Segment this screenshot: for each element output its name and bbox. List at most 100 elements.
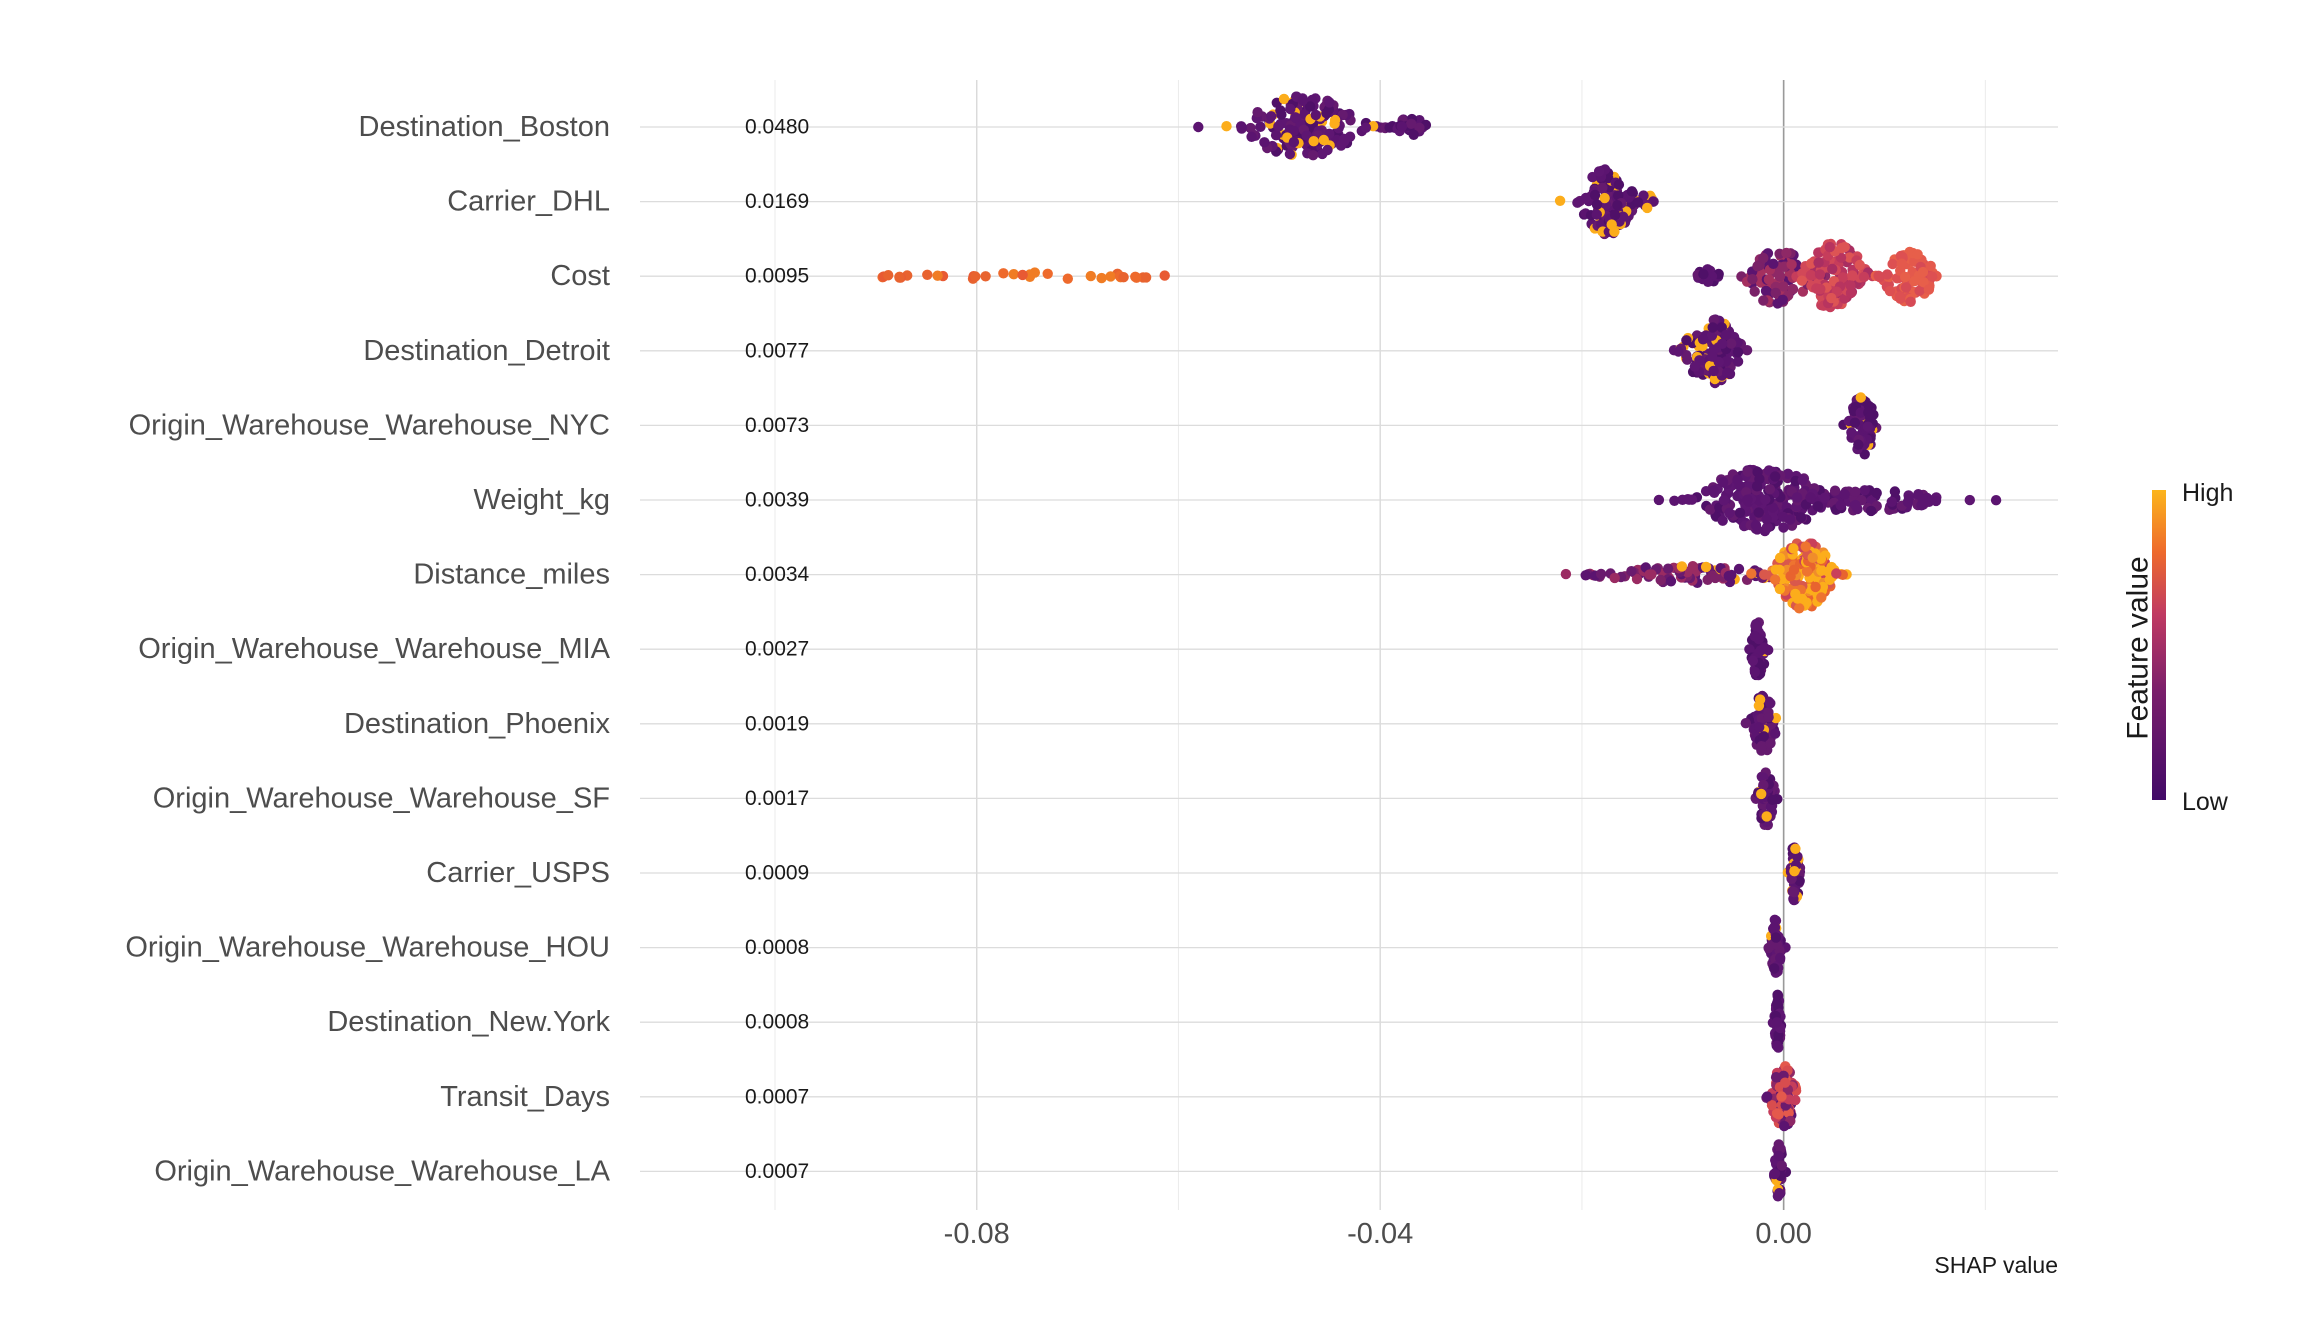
shap-point xyxy=(1744,644,1755,655)
shap-point xyxy=(1807,552,1818,563)
legend-title: Feature value xyxy=(2122,556,2155,739)
shap-point xyxy=(1778,281,1789,292)
shap-point xyxy=(1310,109,1322,121)
shap-point xyxy=(1676,561,1688,572)
shap-point xyxy=(1770,287,1781,299)
shap-point xyxy=(1595,568,1607,580)
shap-point xyxy=(1698,269,1709,280)
shap-point xyxy=(1749,666,1761,678)
shap-point xyxy=(1767,794,1778,805)
shap-point xyxy=(1812,501,1824,512)
shap-point xyxy=(932,270,943,281)
shap-point xyxy=(1029,267,1041,278)
shap-point xyxy=(1339,133,1350,145)
shap-point xyxy=(1708,365,1719,377)
shap-point xyxy=(1769,574,1781,585)
shap-point xyxy=(1669,495,1680,506)
importance-label: 0.0007 xyxy=(745,1085,809,1108)
shap-point xyxy=(1765,698,1776,709)
shap-point xyxy=(1750,620,1761,631)
shap-point xyxy=(1873,270,1884,281)
shap-point xyxy=(1308,136,1319,147)
shap-point xyxy=(1845,280,1856,291)
shap-point xyxy=(1740,718,1752,729)
shap-point xyxy=(1321,107,1332,119)
shap-point xyxy=(980,271,991,282)
shap-point xyxy=(1609,209,1621,221)
shap-point xyxy=(1662,563,1674,574)
shap-point xyxy=(1918,277,1929,288)
shap-point xyxy=(1777,294,1788,305)
shap-point xyxy=(1572,197,1583,208)
shap-point xyxy=(1927,271,1938,282)
shap-point xyxy=(1900,282,1912,293)
feature-label: Carrier_DHL xyxy=(447,186,610,218)
shap-point xyxy=(1580,192,1592,204)
shap-point xyxy=(1749,286,1760,297)
shap-point xyxy=(1813,257,1824,268)
shap-point xyxy=(1855,407,1866,418)
shap-point xyxy=(1700,561,1712,573)
shap-point xyxy=(1591,209,1603,220)
shap-point xyxy=(1790,843,1801,854)
shap-point xyxy=(1246,131,1257,142)
shap-point xyxy=(1694,355,1705,366)
shap-point xyxy=(1278,93,1290,105)
shap-point xyxy=(1782,468,1794,479)
shap-point xyxy=(1788,543,1799,554)
shap-point xyxy=(1763,274,1775,285)
shap-point xyxy=(1720,329,1732,341)
shap-point xyxy=(1909,276,1920,287)
shap-point xyxy=(1884,285,1896,297)
shap-point xyxy=(1665,576,1677,587)
shap-point xyxy=(1697,334,1709,345)
shap-point xyxy=(1768,923,1779,934)
shap-point xyxy=(1902,496,1914,508)
shap-point xyxy=(1758,295,1769,306)
shap-point xyxy=(1764,484,1776,495)
shap-point xyxy=(1778,522,1789,533)
shap-point xyxy=(1819,492,1830,503)
shap-point xyxy=(1845,287,1857,299)
shap-point xyxy=(1762,1091,1773,1102)
legend-low-label: Low xyxy=(2182,788,2229,816)
shap-point xyxy=(1322,144,1333,156)
shap-point xyxy=(1846,427,1857,438)
shap-point xyxy=(1732,356,1744,367)
color-legend: High Low Feature value xyxy=(2122,479,2234,816)
shap-point xyxy=(1288,125,1300,137)
shap-point xyxy=(1855,392,1867,403)
importance-label: 0.0027 xyxy=(745,638,809,661)
shap-point xyxy=(1787,886,1798,897)
shap-point xyxy=(1580,570,1591,581)
shap-point xyxy=(1297,95,1309,106)
shap-point xyxy=(1760,285,1772,297)
shap-point xyxy=(1771,1040,1782,1051)
shap-point xyxy=(922,269,933,280)
shap-point xyxy=(1854,259,1866,271)
x-tick-label: 0.00 xyxy=(1755,1218,1811,1250)
shap-point xyxy=(1118,272,1129,283)
shap-point xyxy=(1717,338,1728,349)
shap-point xyxy=(1912,249,1923,260)
shap-point xyxy=(1839,489,1850,500)
shap-point xyxy=(1774,583,1786,595)
shap-point xyxy=(1886,496,1898,507)
points-layer xyxy=(877,91,2002,1202)
shap-point xyxy=(1990,495,2002,506)
shap-point xyxy=(1778,261,1790,272)
shap-point xyxy=(1042,268,1053,279)
shap-point xyxy=(1554,195,1566,206)
shap-point xyxy=(1815,283,1826,295)
feature-label: Destination_Boston xyxy=(359,111,611,143)
shap-point xyxy=(1270,130,1282,141)
shap-point xyxy=(1914,285,1925,296)
shap-point xyxy=(1794,875,1805,887)
shap-point xyxy=(1775,952,1786,964)
shap-point xyxy=(1770,728,1781,739)
shap-point xyxy=(1593,166,1605,177)
shap-point xyxy=(1771,1017,1783,1028)
shap-point xyxy=(1777,511,1789,522)
shap-point xyxy=(1159,270,1170,281)
